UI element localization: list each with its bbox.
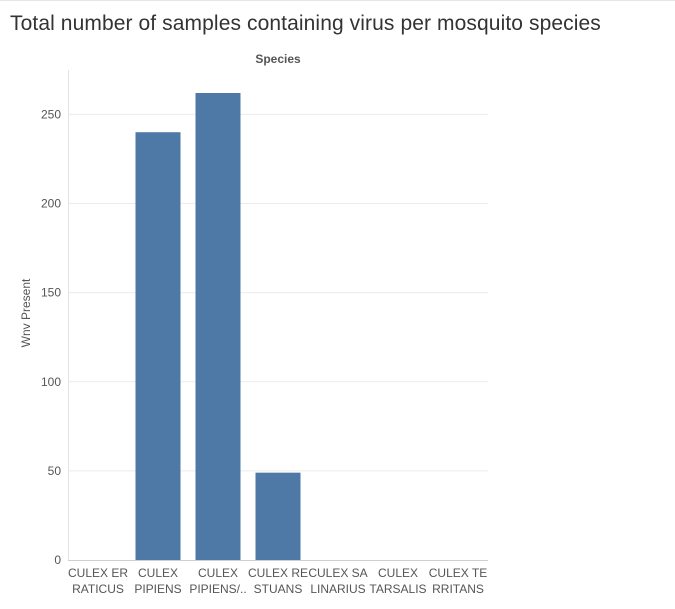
y-tick-label: 100 [41,375,61,389]
y-axis-title: Wnv Present [19,278,33,347]
x-tick-label: CULEX TE RRITANS [429,566,487,596]
x-tick-label: CULEX PIPIENS/.. [189,566,246,596]
x-tick-label: CULEX ER RATICUS [68,566,128,596]
x-axis-title: Species [255,52,301,66]
y-tick-label: 250 [41,107,61,121]
top-divider [0,0,675,1]
x-tick-label: CULEX RE STUANS [248,566,308,596]
bar [195,93,241,560]
page-title: Total number of samples containing virus… [10,12,601,35]
y-tick-label: 50 [48,464,62,478]
bar [255,472,301,560]
bar [135,132,181,560]
y-tick-label: 200 [41,197,61,211]
x-tick-label: CULEX TARSALIS [369,566,426,596]
y-tick-label: 150 [41,286,61,300]
y-tick-label: 0 [54,553,61,567]
bars [135,93,301,560]
y-tick-labels: 0 50 100 150 200 250 [41,107,61,567]
x-tick-label: CULEX PIPIENS [134,566,181,596]
gridlines [68,113,488,472]
x-tick-label: CULEX SA LINARIUS [308,566,367,596]
